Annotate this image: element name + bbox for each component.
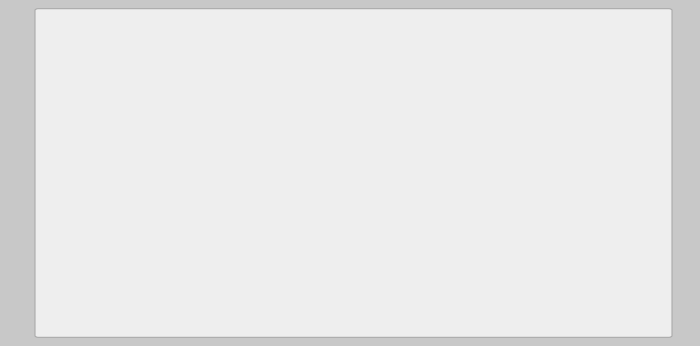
- Text: Enter your result with at least three significant figures (at least two decimal : Enter your result with at least three si…: [55, 220, 524, 230]
- Text: protons: protons: [66, 95, 106, 106]
- Text: on each ATP: on each ATP: [514, 95, 577, 106]
- Text: catalytic subunits: catalytic subunits: [422, 95, 512, 106]
- Text: approximation. Now that you understand how the respiratory enzymes work, you can: approximation. Now that you understand h…: [55, 66, 584, 76]
- Text: each of the enzyme complexes (I, III, and IV) pumps: each of the enzyme complexes (I, III, an…: [354, 81, 608, 91]
- Text: QUESTION 29: QUESTION 29: [55, 18, 144, 31]
- Text: molecule?: molecule?: [55, 125, 104, 135]
- Text: 4: 4: [55, 93, 65, 109]
- Text: yourself. Assuming that, for every electron pair transported,: yourself. Assuming that, for every elect…: [55, 81, 352, 91]
- Text: 14: 14: [215, 93, 235, 109]
- Text: The 2.5 ATP / NADH ratio commonly employed in discussions of oxidative phosphory: The 2.5 ATP / NADH ratio commonly employ…: [55, 52, 559, 62]
- Text: , and there are: , and there are: [335, 95, 410, 106]
- Text: proton-carrying rods: proton-carrying rods: [233, 95, 336, 106]
- Text: , the F0 unit contains: , the F0 unit contains: [104, 95, 211, 106]
- Text: 3: 3: [412, 93, 422, 109]
- Text: synthase. What is the precise number of ATP molecules synthesized from the oxida: synthase. What is the precise number of …: [55, 110, 568, 120]
- Bar: [55, 280, 175, 310]
